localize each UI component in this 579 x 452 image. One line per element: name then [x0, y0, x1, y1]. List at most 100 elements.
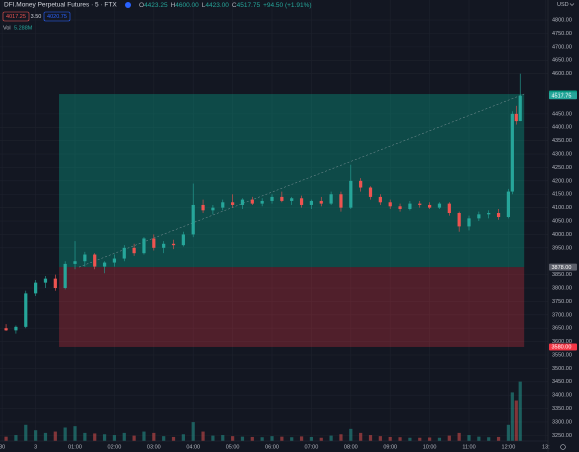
y-tick-label: 4250.00 [552, 165, 572, 171]
x-tick-label: 12:00 [502, 444, 516, 450]
candle-body [122, 247, 126, 259]
sell-button[interactable] [2, 11, 30, 22]
symbol-title[interactable]: DFI.Money Perpetual Futures · 5 · FTX [4, 2, 117, 9]
candle-body [260, 200, 264, 204]
volume-bar [4, 436, 8, 441]
ohlc-value: 4423.25 [144, 2, 168, 9]
buy-price[interactable]: 4020.75 [47, 14, 67, 20]
sell-price[interactable]: 4017.25 [6, 14, 26, 20]
volume-bar [63, 427, 67, 441]
y-tick-label: 3350.00 [552, 406, 572, 412]
ohlc-value: 4600.00 [175, 2, 199, 9]
currency[interactable]: USD [557, 2, 569, 8]
candle-body [201, 204, 205, 211]
y-tick-label: 3400.00 [552, 393, 572, 399]
currency-dropdown[interactable] [569, 3, 575, 6]
volume-bar [14, 435, 18, 441]
candle-body [398, 206, 402, 209]
y-tick-label: 3650.00 [552, 326, 572, 332]
candle-body [14, 326, 18, 331]
candle-body [4, 328, 8, 331]
candle-body [514, 113, 518, 122]
x-tick-label: 11:00 [462, 444, 475, 450]
x-tick-label: 01:00 [68, 444, 82, 450]
y-tick-label: 3500.00 [552, 366, 572, 372]
price-label: 4517.75 [552, 93, 572, 99]
y-tick-label: 4800.00 [552, 18, 572, 24]
volume-bar [514, 400, 518, 441]
ohlc-legend: O4423.25 H4600.00 L4423.00 C4517.75 +94.50 (… [139, 2, 312, 9]
volume-bar [290, 437, 294, 441]
candle-body [368, 187, 373, 197]
y-tick-label: 4300.00 [552, 152, 572, 158]
x-tick-label: 06:00 [265, 444, 279, 450]
volume-bar [181, 434, 185, 441]
candle-body [24, 293, 28, 327]
volume-bar [339, 434, 343, 441]
y-tick-label: 4600.00 [552, 71, 572, 77]
x-tick-label: 13: [542, 444, 550, 450]
candle-body [496, 212, 501, 218]
price-label-box [549, 263, 577, 271]
price-label: 3580.00 [552, 345, 572, 351]
x-tick-label: 04:00 [186, 444, 200, 450]
candle-body [132, 247, 136, 254]
buy-button[interactable] [43, 11, 71, 22]
volume-bar [34, 430, 38, 441]
y-tick-label: 4000.00 [552, 232, 572, 238]
candle-body [181, 234, 185, 246]
y-tick-label: 4750.00 [552, 31, 572, 37]
volume-bar [299, 436, 304, 441]
candle-body [477, 214, 481, 219]
volume-bar [191, 422, 195, 441]
volume-bar [378, 436, 382, 441]
candle-body [408, 203, 412, 209]
candle-body [250, 199, 254, 204]
x-tick-label: 05:00 [226, 444, 240, 450]
y-tick-label: 4350.00 [552, 138, 572, 144]
position-tool[interactable] [59, 93, 525, 347]
y-tick-label: 4150.00 [552, 192, 572, 198]
volume-bar [73, 426, 77, 441]
candle-body [53, 278, 57, 289]
candle-body [518, 95, 522, 122]
candle-body [280, 196, 284, 201]
loss-zone [59, 267, 525, 347]
exchange-icon[interactable] [125, 2, 131, 8]
candle-body [93, 254, 97, 267]
candle-body [510, 113, 514, 192]
volume-pane [4, 381, 522, 441]
candles [4, 73, 522, 334]
candle-body [240, 199, 245, 205]
y-tick-label: 3750.00 [552, 299, 572, 305]
y-tick-label: 3550.00 [552, 352, 572, 358]
volume-bar [428, 437, 432, 441]
candle-body [378, 196, 382, 203]
candle-body [428, 204, 432, 208]
candle-body [152, 238, 156, 248]
candle-body [83, 254, 87, 262]
spread: 3.50 [31, 14, 42, 20]
candle-body [437, 203, 442, 208]
volume-bar [349, 428, 353, 441]
price-axis [548, 0, 579, 452]
settings-icon[interactable] [560, 444, 566, 450]
volume-bar [280, 436, 284, 441]
volume-bar [83, 432, 87, 441]
y-tick-label: 4450.00 [552, 111, 572, 117]
volume-bar [309, 436, 314, 441]
volume-bar [201, 431, 205, 441]
volume-bar [510, 392, 514, 441]
candle-body [43, 278, 48, 283]
candle-body [457, 212, 461, 227]
volume-bar [122, 432, 126, 441]
candle-body [102, 262, 107, 267]
x-tick-label: 03:00 [147, 444, 161, 450]
volume-bar [329, 435, 333, 441]
volume-bar [496, 436, 501, 441]
x-tick-label: 07:00 [305, 444, 319, 450]
y-tick-label: 3850.00 [552, 272, 572, 278]
y-tick-label: 4100.00 [552, 205, 572, 211]
x-tick-label: 09:00 [383, 444, 397, 450]
